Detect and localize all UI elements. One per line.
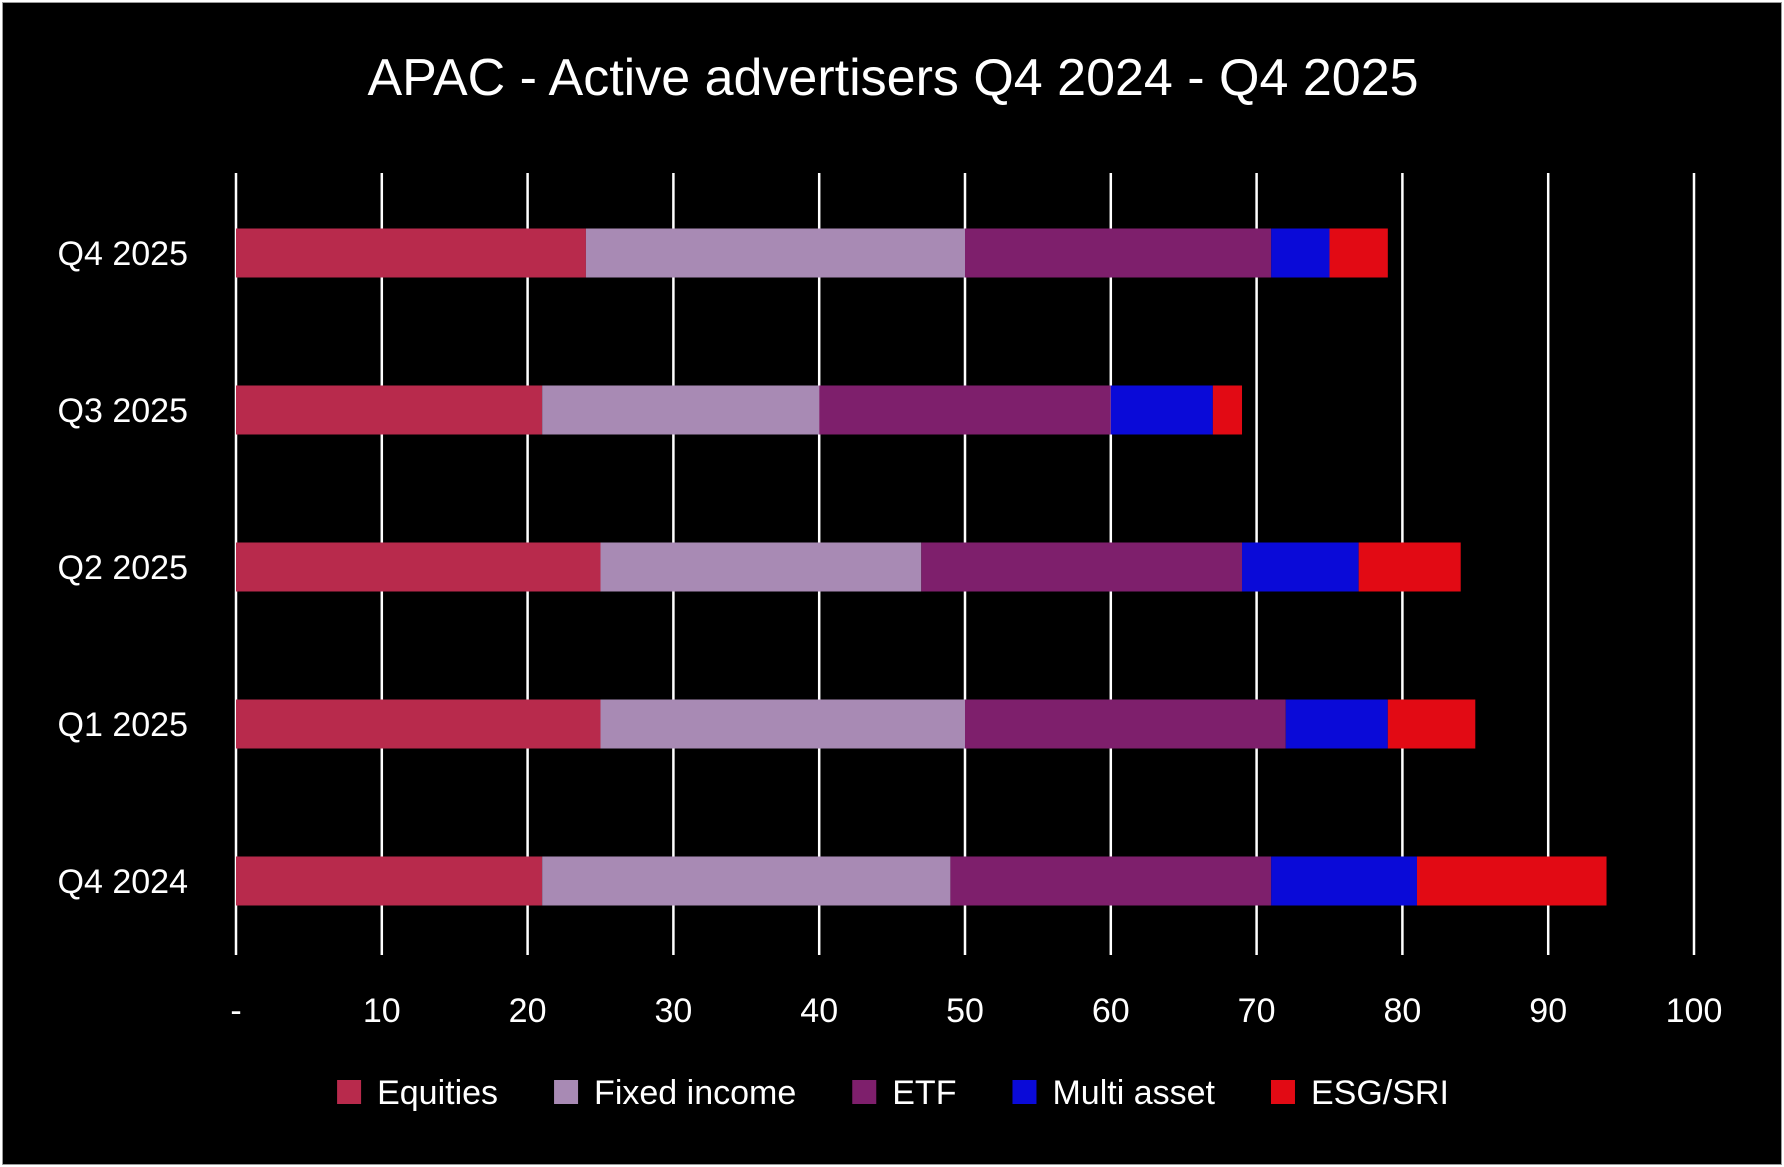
legend-item-esg-sri: ESG/SRI bbox=[1270, 1074, 1449, 1112]
bar-segment-fixed-income-q1-2025 bbox=[600, 699, 965, 749]
bar-segment-multi-asset-q1-2025 bbox=[1285, 699, 1388, 749]
legend-swatch bbox=[554, 1080, 579, 1104]
legend-item-fixed-income: Fixed income bbox=[554, 1074, 796, 1112]
bar-segment-multi-asset-q4-2024 bbox=[1271, 856, 1417, 906]
x-tick-label: 50 bbox=[946, 992, 984, 1030]
x-tick-label: 100 bbox=[1666, 992, 1723, 1030]
chart-svg: APAC - Active advertisers Q4 2024 - Q4 2… bbox=[58, 49, 1723, 1112]
bar-segment-multi-asset-q3-2025 bbox=[1110, 385, 1213, 435]
x-tick-label: - bbox=[230, 992, 241, 1030]
bar-segments bbox=[236, 228, 1607, 906]
bar-segment-multi-asset-q4-2025 bbox=[1271, 228, 1330, 278]
bar-segment-esg-sri-q2-2025 bbox=[1358, 542, 1461, 592]
x-tick-label: 60 bbox=[1092, 992, 1130, 1030]
bar-segment-equities-q3-2025 bbox=[236, 385, 543, 435]
legend-item-etf: ETF bbox=[852, 1074, 956, 1112]
bar-segment-equities-q4-2024 bbox=[236, 856, 543, 906]
x-tick-label: 90 bbox=[1529, 992, 1567, 1030]
x-tick-label: 80 bbox=[1383, 992, 1421, 1030]
category-label: Q4 2024 bbox=[58, 863, 188, 901]
legend-swatch bbox=[1012, 1080, 1037, 1104]
x-axis-tick-labels: - 10 20 30 40 50 60 70 80 90 100 bbox=[230, 992, 1722, 1030]
bar-segment-equities-q2-2025 bbox=[236, 542, 601, 592]
bar-segment-esg-sri-q4-2024 bbox=[1416, 856, 1607, 906]
bar-segment-fixed-income-q2-2025 bbox=[600, 542, 922, 592]
chart-title: APAC - Active advertisers Q4 2024 - Q4 2… bbox=[367, 49, 1418, 107]
bar-segment-equities-q1-2025 bbox=[236, 699, 601, 749]
legend-swatch bbox=[337, 1080, 362, 1104]
legend-label: ETF bbox=[892, 1074, 956, 1112]
category-label: Q2 2025 bbox=[58, 549, 188, 587]
category-labels: Q4 2025 Q3 2025 Q2 2025 Q1 2025 Q4 2024 bbox=[58, 235, 188, 901]
bar-segment-esg-sri-q3-2025 bbox=[1212, 385, 1243, 435]
x-tick-label: 10 bbox=[363, 992, 401, 1030]
legend-item-multi-asset: Multi asset bbox=[1012, 1074, 1216, 1112]
bar-segment-etf-q4-2025 bbox=[965, 228, 1272, 278]
legend-label: ESG/SRI bbox=[1311, 1074, 1449, 1112]
legend: Equities Fixed income ETF Multi asset ESG/SR… bbox=[337, 1074, 1449, 1112]
category-label: Q3 2025 bbox=[58, 392, 188, 430]
bar-segment-equities-q4-2025 bbox=[236, 228, 586, 278]
bar-segment-esg-sri-q4-2025 bbox=[1329, 228, 1388, 278]
legend-swatch bbox=[1270, 1080, 1295, 1104]
bar-segment-fixed-income-q4-2024 bbox=[542, 856, 951, 906]
bar-segment-esg-sri-q1-2025 bbox=[1387, 699, 1476, 749]
legend-label: Multi asset bbox=[1052, 1074, 1215, 1112]
bar-segment-etf-q3-2025 bbox=[819, 385, 1111, 435]
legend-label: Fixed income bbox=[594, 1074, 796, 1112]
legend-item-equities: Equities bbox=[337, 1074, 498, 1112]
x-tick-label: 30 bbox=[654, 992, 692, 1030]
bar-segment-fixed-income-q4-2025 bbox=[585, 228, 965, 278]
bar-segment-etf-q1-2025 bbox=[965, 699, 1286, 749]
bar-segment-etf-q2-2025 bbox=[921, 542, 1243, 592]
x-tick-label: 20 bbox=[509, 992, 547, 1030]
bar-segment-fixed-income-q3-2025 bbox=[542, 385, 820, 435]
legend-label: Equities bbox=[377, 1074, 498, 1112]
bar-segment-multi-asset-q2-2025 bbox=[1242, 542, 1359, 592]
bar-segment-etf-q4-2024 bbox=[950, 856, 1272, 906]
x-tick-label: 70 bbox=[1238, 992, 1276, 1030]
category-label: Q4 2025 bbox=[58, 235, 188, 273]
legend-swatch bbox=[852, 1080, 877, 1104]
category-label: Q1 2025 bbox=[58, 706, 188, 744]
x-tick-label: 40 bbox=[800, 992, 838, 1030]
